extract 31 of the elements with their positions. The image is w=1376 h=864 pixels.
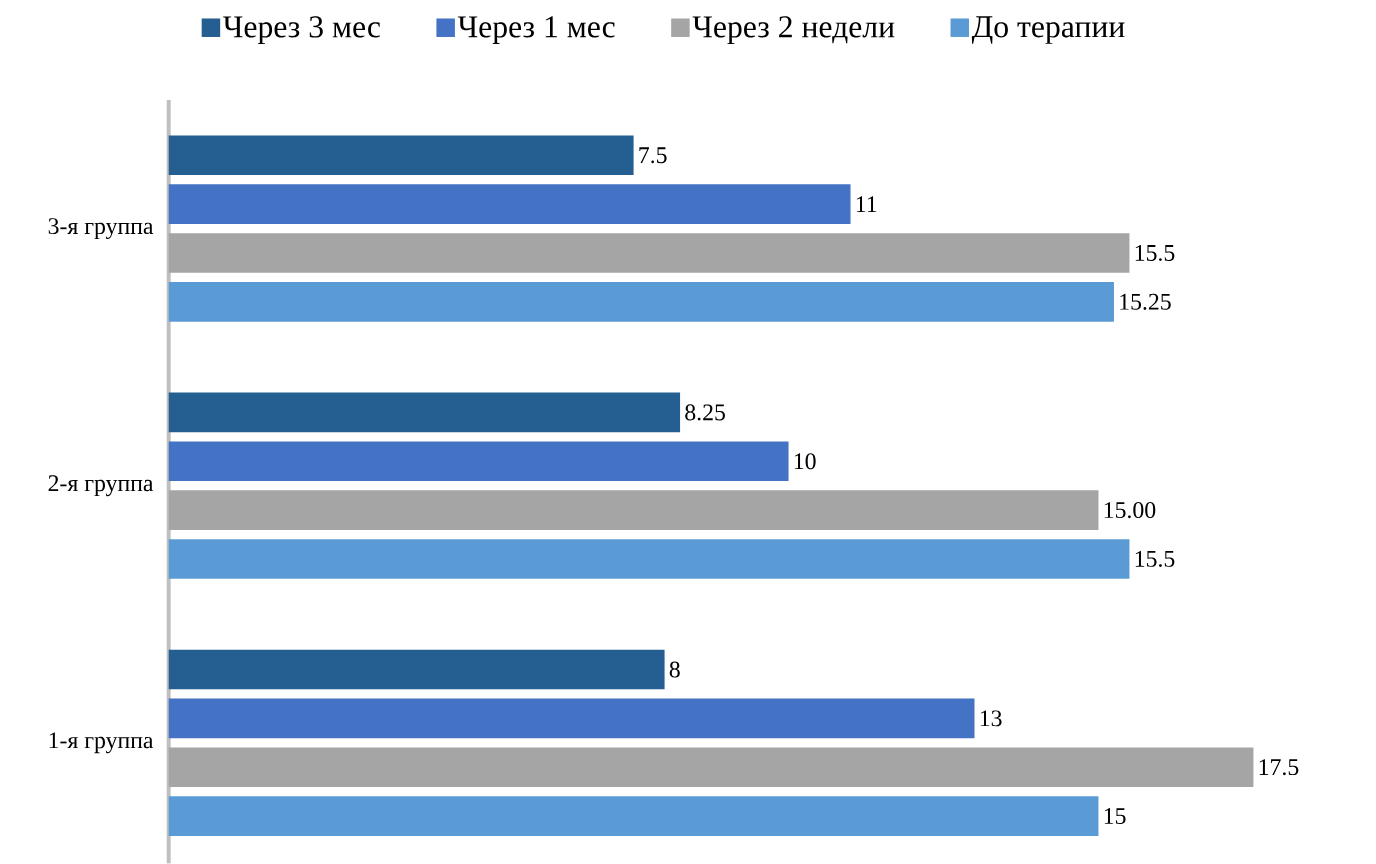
bar — [168, 184, 851, 225]
data-label: 13 — [980, 710, 1002, 727]
data-label: 15.25 — [1120, 294, 1171, 311]
data-label: 15.5 — [1135, 245, 1175, 262]
bar — [168, 747, 1254, 788]
data-label: 10 — [794, 453, 816, 470]
bar — [168, 233, 1130, 274]
data-label: 17.5 — [1259, 759, 1299, 776]
legend-label: Через 1 мес — [457, 16, 615, 45]
data-label: 8.25 — [685, 404, 725, 421]
bar — [168, 282, 1114, 322]
data-label: 15.5 — [1135, 551, 1175, 568]
bar — [168, 490, 1099, 531]
legend-label: Через 2 недели — [692, 16, 895, 45]
data-label: 7.5 — [639, 147, 667, 164]
bar — [168, 441, 789, 482]
legend-label: До терапии — [971, 16, 1125, 45]
y-tick-label: 1-я группа — [49, 732, 154, 754]
bar — [168, 392, 681, 433]
bar — [168, 135, 634, 176]
data-label: 15.00 — [1104, 502, 1156, 519]
y-tick-label: 3-я группа — [48, 218, 154, 240]
bar — [168, 649, 665, 690]
bar — [168, 539, 1130, 579]
y-tick-label: 2-я группа — [48, 475, 154, 497]
legend-label: Через 3 мес — [223, 16, 381, 45]
bar — [168, 698, 975, 739]
data-label: 15 — [1104, 808, 1126, 825]
data-label: 8 — [669, 661, 680, 678]
bar — [168, 796, 1099, 837]
data-label: 11 — [856, 196, 877, 213]
